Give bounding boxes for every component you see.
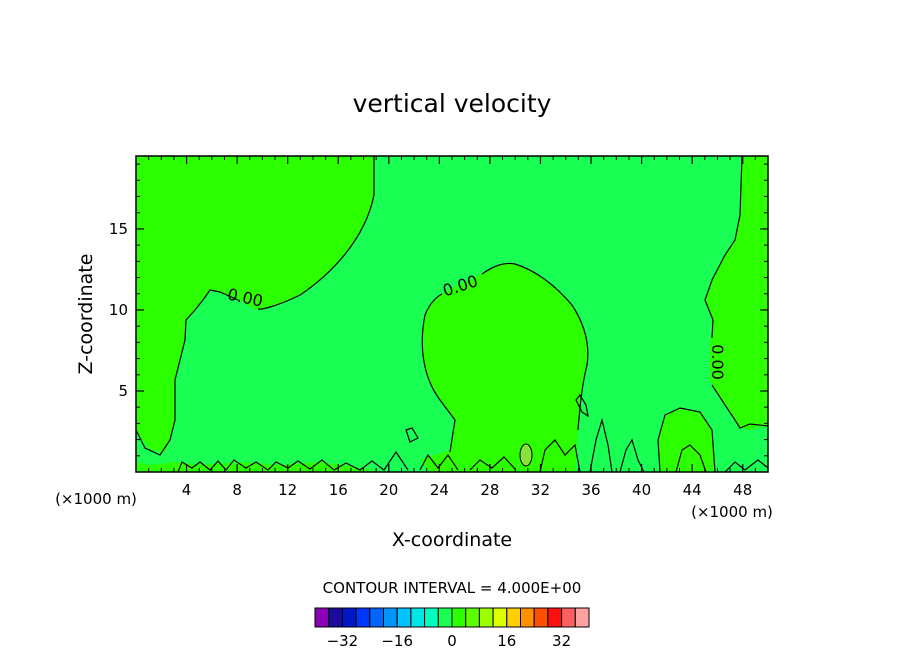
colorbar-tick-label: −32: [327, 632, 359, 650]
x-tick-label: 32: [531, 481, 550, 499]
y-tick-label: 10: [109, 301, 128, 319]
x-tick-label: 24: [430, 481, 449, 499]
positive-region-upper-left: [136, 156, 374, 452]
colorbar-swatch: [355, 607, 371, 628]
x-tick-label: 36: [581, 481, 600, 499]
contour-spike: [575, 393, 589, 418]
colorbar-swatch: [410, 607, 426, 628]
contour-zero-center: [421, 262, 589, 453]
plot-area: 0.00 0.00 0.00: [135, 155, 769, 473]
colorbar-swatch: [547, 607, 563, 628]
colorbar-swatch: [451, 607, 467, 628]
x-axis-label: X-coordinate: [392, 529, 512, 551]
y-tick-label: 15: [109, 220, 128, 238]
updraft-core: [519, 443, 533, 467]
x-tick-label: 28: [480, 481, 499, 499]
y-axis-ticks: 5 10 15: [109, 163, 768, 457]
x-tick-label: 40: [632, 481, 651, 499]
contour-interval-text: CONTOUR INTERVAL = 4.000E+00: [323, 579, 582, 597]
colorbar-swatch: [465, 607, 480, 628]
x-units-right: (×1000 m): [691, 503, 773, 521]
contour-zero-left: [135, 156, 375, 456]
x-tick-label: 48: [733, 481, 752, 499]
colorbar-tick-label: 16: [497, 632, 516, 650]
contour-small-loop: [405, 427, 419, 443]
colorbar-swatch: [533, 607, 549, 628]
positive-region-right: [705, 156, 768, 430]
colorbar-swatch: [328, 607, 343, 628]
colorbar-tick-label: 32: [552, 632, 571, 650]
x-tick-label: 20: [379, 481, 398, 499]
positive-region-center: [420, 263, 588, 472]
x-units-left: (×1000 m): [55, 490, 137, 508]
y-tick-label: 5: [118, 382, 128, 400]
contour-zero-right: [704, 155, 769, 429]
colorbar-swatch: [561, 607, 576, 628]
colorbar-swatch: [478, 607, 494, 628]
colorbar-swatch: [424, 607, 439, 628]
chart-title: vertical velocity: [353, 89, 552, 118]
colorbar-swatch: [492, 607, 508, 628]
contour-lines: [135, 155, 769, 473]
x-tick-label: 16: [329, 481, 348, 499]
colorbar-swatch: [369, 607, 384, 628]
colorbar-swatch: [520, 607, 535, 628]
x-tick-label: 4: [182, 481, 192, 499]
colorbar-swatch: [383, 607, 398, 628]
colorbar-tick-labels: −32 −16 0 16 32: [327, 632, 572, 650]
colorbar-swatch: [437, 607, 453, 628]
colorbar-swatch: [341, 607, 357, 628]
colorbar: [314, 607, 590, 628]
contour-label-right: 0.00: [708, 344, 727, 380]
colorbar-swatch: [506, 607, 521, 628]
colorbar-tick-label: 0: [447, 632, 457, 650]
colorbar-swatch: [574, 607, 590, 628]
colorbar-swatch: [314, 607, 330, 628]
contour-near-surface: [177, 417, 769, 473]
colorbar-tick-label: −16: [381, 632, 413, 650]
colorbar-swatch: [396, 607, 412, 628]
x-tick-label: 8: [232, 481, 242, 499]
x-axis-ticks: 4 8 12 16 20 24 28 32 36 40 44 48: [148, 156, 756, 499]
contour-bottom-right: [657, 407, 716, 473]
y-axis-label: Z-coordinate: [75, 254, 97, 375]
x-tick-label: 44: [683, 481, 702, 499]
positive-region-bottom-left: [136, 462, 380, 472]
x-tick-label: 12: [278, 481, 297, 499]
